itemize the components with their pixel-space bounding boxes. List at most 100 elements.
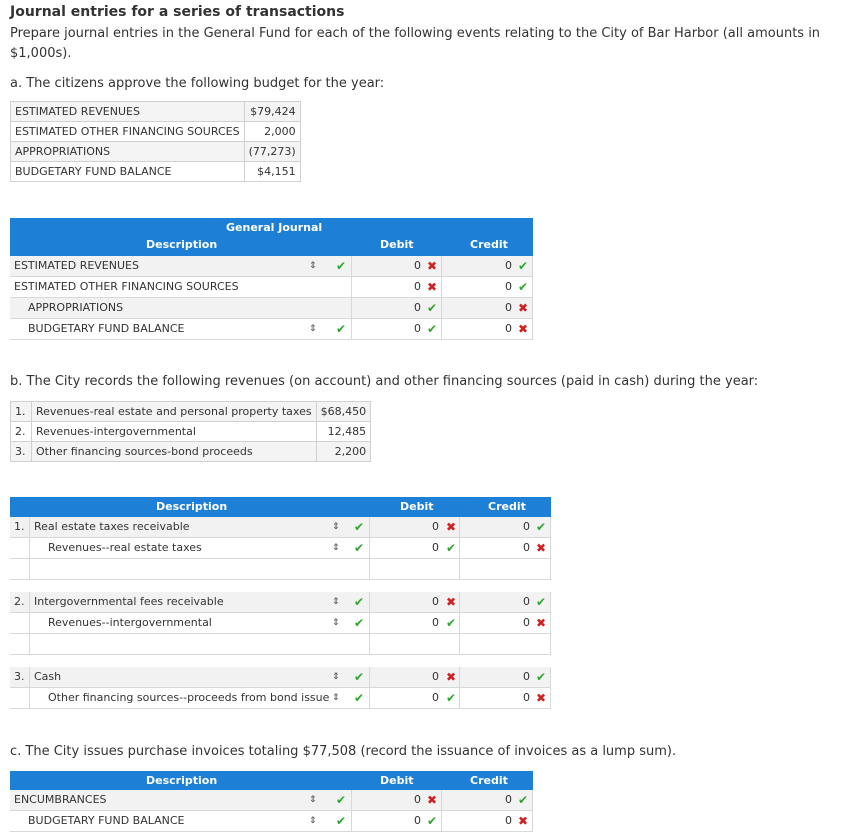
budget-label: APPROPRIATIONS [10,141,245,162]
journal-row: Revenues--real estate taxes ⇕ ✔ 0 ✔ 0 ✖ [10,538,551,559]
debit-input[interactable]: 0 [352,811,442,831]
journal-row: 3. Cash ⇕ ✔ 0 ✖ 0 ✔ [10,667,551,688]
check-icon: ✔ [427,301,438,315]
budget-value: 2,000 [243,121,301,142]
table-row: ESTIMATED OTHER FINANCING SOURCES 2,000 [10,121,301,142]
account-select[interactable]: ESTIMATED REVENUES [10,256,352,276]
credit-input[interactable]: 0 [460,538,551,558]
updown-arrows-icon[interactable]: ⇕ [309,816,317,826]
journal-row: ESTIMATED OTHER FINANCING SOURCES 0 ✖ 0 … [10,277,533,298]
credit-input[interactable]: 0 [442,811,533,831]
debit-input[interactable]: 0 [370,517,460,537]
entry-number [10,613,30,633]
journal-header: Description Debit Credit [10,497,551,517]
cross-icon: ✖ [446,670,457,684]
credit-input[interactable]: 0 [442,790,533,810]
updown-arrows-icon[interactable]: ⇕ [332,597,340,607]
debit-input[interactable]: 0 [352,298,442,318]
credit-input[interactable]: 0 [460,517,551,537]
account-select[interactable]: Revenues--intergovernmental [30,613,370,633]
journal-row: BUDGETARY FUND BALANCE ⇕ ✔ 0 ✔ 0 ✖ [10,319,533,340]
check-icon: ✔ [354,541,365,555]
account-select[interactable]: Other financing sources--proceeds from b… [30,688,370,708]
journal-row: ENCUMBRANCES ⇕ ✔ 0 ✖ 0 ✔ [10,790,533,811]
credit-input[interactable]: 0 [442,256,533,276]
credit-input[interactable]: 0 [442,319,533,339]
check-icon: ✔ [536,520,547,534]
debit-input[interactable]: 0 [352,277,442,297]
check-icon: ✔ [354,670,365,684]
check-icon: ✔ [354,616,365,630]
updown-arrows-icon[interactable]: ⇕ [332,672,340,682]
debit-input[interactable]: 0 [370,592,460,612]
item-label: Revenues-real estate and personal proper… [31,401,317,422]
check-icon: ✔ [354,691,365,705]
cross-icon: ✖ [427,793,438,807]
account-select[interactable]: Intergovernmental fees receivable [30,592,370,612]
journal-row: BUDGETARY FUND BALANCE ⇕ ✔ 0 ✔ 0 ✖ [10,811,533,832]
check-icon: ✔ [446,616,457,630]
col-debit: Debit [400,500,434,513]
debit-input[interactable]: 0 [370,688,460,708]
item-number: 1. [10,401,32,422]
updown-arrows-icon[interactable]: ⇕ [309,261,317,271]
updown-arrows-icon[interactable]: ⇕ [332,693,340,703]
journal-header: General Journal Description Debit Credit [10,218,533,256]
check-icon: ✔ [336,259,347,273]
check-icon: ✔ [336,793,347,807]
col-description: Description [146,238,218,251]
col-debit: Debit [380,238,414,251]
credit-input[interactable]: 0 [442,298,533,318]
check-icon: ✔ [536,670,547,684]
journal-title: General Journal [226,221,323,234]
entry-number: 3. [10,667,30,687]
credit-input[interactable]: 0 [460,688,551,708]
cross-icon: ✖ [536,616,547,630]
account-select[interactable]: BUDGETARY FUND BALANCE [10,811,352,831]
cross-icon: ✖ [518,322,529,336]
credit-input[interactable]: 0 [460,592,551,612]
debit-input[interactable]: 0 [370,667,460,687]
check-icon: ✔ [354,595,365,609]
cross-icon: ✖ [518,301,529,315]
cross-icon: ✖ [536,691,547,705]
account-select[interactable]: ENCUMBRANCES [10,790,352,810]
check-icon: ✔ [518,259,529,273]
updown-arrows-icon[interactable]: ⇕ [332,618,340,628]
credit-input[interactable]: 0 [460,667,551,687]
credit-input[interactable]: 0 [460,613,551,633]
spacer-row [10,634,551,655]
updown-arrows-icon[interactable]: ⇕ [332,543,340,553]
debit-input[interactable]: 0 [370,538,460,558]
debit-input[interactable]: 0 [352,256,442,276]
item-number: 3. [10,441,32,462]
spacer-row [10,559,551,580]
account-label: APPROPRIATIONS [10,298,352,318]
account-select[interactable]: Cash [30,667,370,687]
part-c-question: c. The City issues purchase invoices tot… [10,744,677,759]
updown-arrows-icon[interactable]: ⇕ [332,522,340,532]
table-row: 3. Other financing sources-bond proceeds… [10,441,372,462]
journal-row: Other financing sources--proceeds from b… [10,688,551,709]
entry-number [10,688,30,708]
table-row: ESTIMATED REVENUES $79,424 [10,101,301,122]
table-row: BUDGETARY FUND BALANCE $4,151 [10,161,301,182]
col-credit: Credit [488,500,526,513]
check-icon: ✔ [446,541,457,555]
check-icon: ✔ [518,280,529,294]
updown-arrows-icon[interactable]: ⇕ [309,324,317,334]
col-description: Description [156,500,228,513]
debit-input[interactable]: 0 [352,319,442,339]
page-title: Journal entries for a series of transact… [10,4,345,20]
credit-input[interactable]: 0 [442,277,533,297]
debit-input[interactable]: 0 [352,790,442,810]
budget-value: $79,424 [243,101,301,122]
debit-input[interactable]: 0 [370,613,460,633]
journal-b: Description Debit Credit 1. Real estate … [10,497,551,709]
account-select[interactable]: Real estate taxes receivable [30,517,370,537]
journal-header: Description Debit Credit [10,771,533,790]
account-select[interactable]: Revenues--real estate taxes [30,538,370,558]
item-label: Revenues-intergovernmental [31,421,317,442]
account-select[interactable]: BUDGETARY FUND BALANCE [10,319,352,339]
updown-arrows-icon[interactable]: ⇕ [309,795,317,805]
